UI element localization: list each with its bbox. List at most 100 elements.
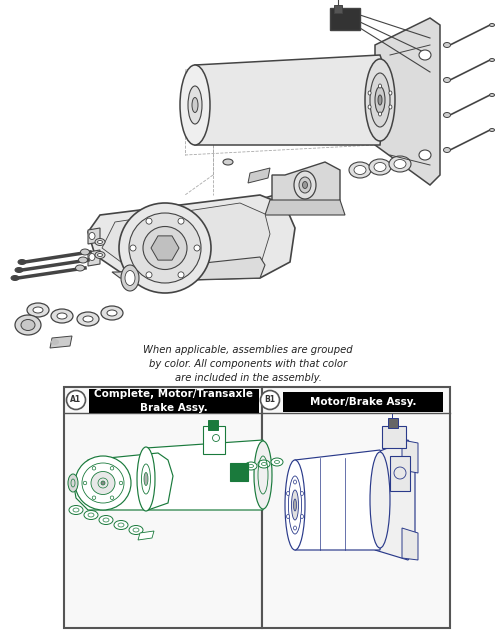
Ellipse shape xyxy=(349,162,371,178)
Ellipse shape xyxy=(444,42,450,47)
Polygon shape xyxy=(125,182,325,248)
Bar xyxy=(64,387,262,628)
Polygon shape xyxy=(248,168,270,183)
Ellipse shape xyxy=(375,87,385,113)
Ellipse shape xyxy=(92,467,96,470)
Ellipse shape xyxy=(294,499,296,511)
Ellipse shape xyxy=(75,456,131,510)
Polygon shape xyxy=(102,203,270,272)
Polygon shape xyxy=(375,440,415,560)
Ellipse shape xyxy=(146,272,152,278)
Ellipse shape xyxy=(89,232,95,239)
Circle shape xyxy=(66,391,86,410)
Text: B1: B1 xyxy=(264,396,276,404)
Ellipse shape xyxy=(80,249,90,255)
Polygon shape xyxy=(138,531,154,540)
Bar xyxy=(283,392,443,412)
Bar xyxy=(203,426,225,454)
Bar xyxy=(89,389,259,413)
Bar xyxy=(262,387,450,628)
Polygon shape xyxy=(402,528,418,560)
Text: Motor/Brake Assy.: Motor/Brake Assy. xyxy=(310,397,416,407)
Ellipse shape xyxy=(143,227,187,270)
Polygon shape xyxy=(112,257,265,280)
Ellipse shape xyxy=(370,73,390,127)
Ellipse shape xyxy=(370,452,390,548)
Ellipse shape xyxy=(300,515,304,518)
Ellipse shape xyxy=(444,147,450,153)
Ellipse shape xyxy=(299,177,311,193)
Ellipse shape xyxy=(368,91,371,95)
Ellipse shape xyxy=(51,309,73,323)
Ellipse shape xyxy=(490,23,494,27)
Ellipse shape xyxy=(389,91,392,95)
Ellipse shape xyxy=(302,182,308,189)
Ellipse shape xyxy=(99,515,113,525)
Ellipse shape xyxy=(369,159,391,175)
Ellipse shape xyxy=(118,232,132,254)
Bar xyxy=(390,456,410,491)
Ellipse shape xyxy=(33,307,43,313)
Ellipse shape xyxy=(146,218,152,224)
Ellipse shape xyxy=(91,472,115,494)
Ellipse shape xyxy=(98,241,102,244)
Ellipse shape xyxy=(83,316,93,322)
Ellipse shape xyxy=(194,245,200,251)
Ellipse shape xyxy=(18,260,26,265)
Ellipse shape xyxy=(11,275,19,280)
Ellipse shape xyxy=(178,272,184,278)
Bar xyxy=(230,463,248,481)
Ellipse shape xyxy=(78,257,88,263)
Ellipse shape xyxy=(15,315,41,335)
Ellipse shape xyxy=(15,268,23,272)
Ellipse shape xyxy=(285,460,305,550)
Ellipse shape xyxy=(300,491,304,496)
Ellipse shape xyxy=(95,251,105,258)
Ellipse shape xyxy=(101,481,105,485)
Ellipse shape xyxy=(365,59,395,141)
Ellipse shape xyxy=(121,265,139,291)
Ellipse shape xyxy=(254,441,272,509)
Ellipse shape xyxy=(490,58,494,61)
Ellipse shape xyxy=(389,156,411,172)
Polygon shape xyxy=(402,440,418,473)
Ellipse shape xyxy=(444,113,450,118)
Ellipse shape xyxy=(27,303,49,317)
Bar xyxy=(330,8,360,30)
Ellipse shape xyxy=(154,237,176,258)
Polygon shape xyxy=(195,55,387,145)
Ellipse shape xyxy=(51,339,59,345)
Ellipse shape xyxy=(107,310,117,316)
Ellipse shape xyxy=(374,163,386,172)
Ellipse shape xyxy=(258,460,270,468)
Polygon shape xyxy=(265,200,345,215)
Ellipse shape xyxy=(490,94,494,96)
Ellipse shape xyxy=(69,506,83,515)
Ellipse shape xyxy=(389,105,392,109)
Ellipse shape xyxy=(114,520,128,529)
Ellipse shape xyxy=(130,245,136,251)
Ellipse shape xyxy=(101,306,123,320)
Ellipse shape xyxy=(378,84,382,88)
Text: A1: A1 xyxy=(70,396,82,404)
Ellipse shape xyxy=(354,165,366,175)
Ellipse shape xyxy=(161,244,169,252)
Ellipse shape xyxy=(110,467,114,470)
Ellipse shape xyxy=(125,270,135,285)
Ellipse shape xyxy=(120,481,123,485)
Ellipse shape xyxy=(98,253,102,256)
Ellipse shape xyxy=(286,491,290,496)
Ellipse shape xyxy=(378,112,382,116)
Ellipse shape xyxy=(378,95,382,105)
Ellipse shape xyxy=(77,312,99,326)
Polygon shape xyxy=(50,336,72,348)
Ellipse shape xyxy=(92,496,96,499)
Ellipse shape xyxy=(490,128,494,132)
Bar xyxy=(382,426,406,448)
Ellipse shape xyxy=(419,150,431,160)
Ellipse shape xyxy=(84,510,98,520)
Ellipse shape xyxy=(110,496,114,499)
Bar xyxy=(334,5,342,13)
Text: When applicable, assemblies are grouped
by color. All components with that color: When applicable, assemblies are grouped … xyxy=(143,345,353,383)
Circle shape xyxy=(260,391,280,410)
